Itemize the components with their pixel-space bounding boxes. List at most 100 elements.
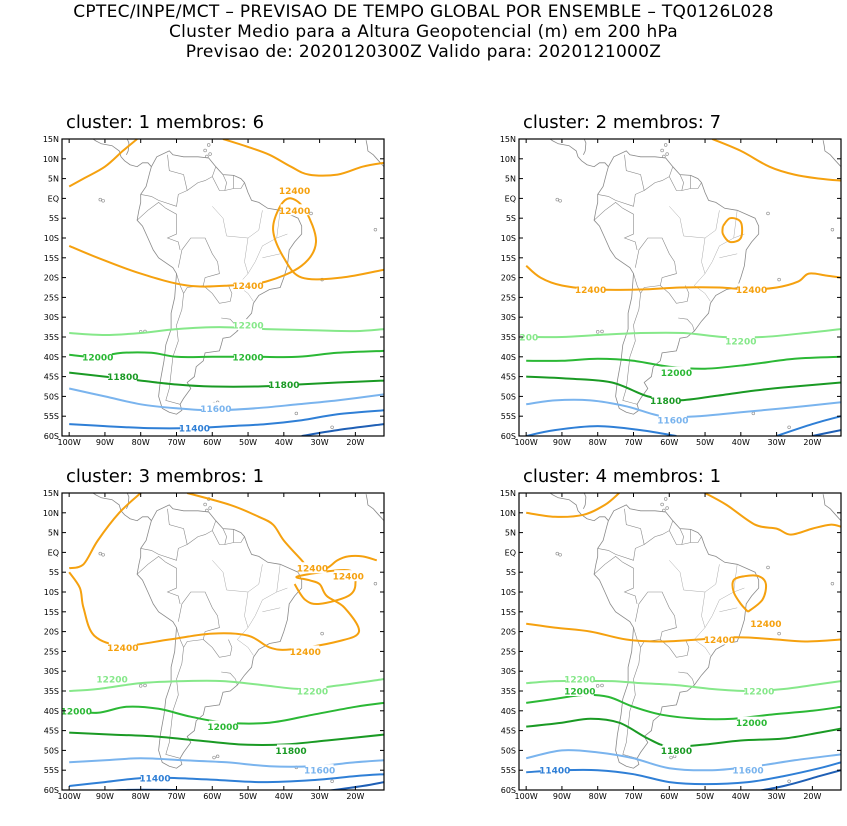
country-border xyxy=(178,591,220,648)
state-border xyxy=(701,237,706,274)
coastline-central-america xyxy=(519,493,609,522)
country-border xyxy=(222,528,227,545)
lon-label: 50W xyxy=(239,792,257,801)
island xyxy=(309,211,313,216)
contour-label-text: 11800 xyxy=(268,381,299,391)
lat-label: EQ xyxy=(48,548,59,557)
state-border xyxy=(212,206,249,239)
lat-label: 15S xyxy=(501,608,516,617)
map-frame xyxy=(61,138,385,437)
island xyxy=(101,199,105,203)
island xyxy=(294,411,299,416)
lat-label: 60S xyxy=(44,432,59,441)
lat-label: 15S xyxy=(44,608,59,617)
lat-label: 45S xyxy=(44,373,59,382)
lat-label: EQ xyxy=(505,548,516,557)
lat-label: 35S xyxy=(44,333,59,342)
contour-label: 12000 xyxy=(207,720,239,733)
island xyxy=(98,197,102,202)
contour-label: 12200 xyxy=(743,685,774,698)
contour-label: 12200 xyxy=(96,673,128,686)
contour-12400 xyxy=(222,139,384,177)
state-border xyxy=(694,639,711,656)
coastline-africa xyxy=(365,140,384,168)
lat-label: 10N xyxy=(43,155,59,164)
country-border xyxy=(635,591,677,648)
state-border xyxy=(719,607,738,613)
lat-label: 55S xyxy=(501,412,516,421)
country-border xyxy=(203,285,233,304)
contour-label-text: 12400 xyxy=(750,620,781,630)
state-border xyxy=(244,237,249,274)
contour-11200 xyxy=(326,781,384,790)
island xyxy=(405,614,408,617)
island xyxy=(663,497,668,501)
lat-label: 55S xyxy=(44,412,59,421)
lat-label: 50S xyxy=(501,746,516,755)
lat-label: 5N xyxy=(505,529,516,538)
title-line-2: Cluster Medio para a Altura Geopotencial… xyxy=(168,22,679,42)
lon-label: 20W xyxy=(803,438,821,447)
island xyxy=(143,683,147,688)
country-border xyxy=(679,174,684,191)
lon-label: 60W xyxy=(203,438,221,447)
country-border xyxy=(222,174,227,191)
coastline-caribbean xyxy=(583,139,587,155)
lon-label: 80W xyxy=(589,792,607,801)
island xyxy=(330,779,334,783)
map-layer: 12400 12400 12200 12200 12000 12000 11800 11600… xyxy=(519,493,841,790)
lat-label: 50S xyxy=(44,392,59,401)
lon-label: 40W xyxy=(732,438,750,447)
island xyxy=(777,631,781,636)
lat-label: 25S xyxy=(44,647,59,656)
contour-12200 xyxy=(69,326,384,336)
state-border xyxy=(276,587,288,593)
map-cluster-1: 12400 12400 12400 12200 12000 12000 11800 11800… xyxy=(43,135,385,447)
country-border xyxy=(165,273,184,405)
lat-label: 15N xyxy=(43,489,59,498)
contour-label-text: 12000 xyxy=(564,688,595,698)
state-border xyxy=(669,560,706,593)
island xyxy=(212,755,216,760)
contour-label: 12200 xyxy=(519,331,538,344)
contour-label: 12000 xyxy=(736,716,767,729)
lon-label: 30W xyxy=(768,438,786,447)
lat-label: 60S xyxy=(44,786,59,795)
lon-label: 60W xyxy=(660,792,678,801)
contour-12400 xyxy=(525,264,841,291)
lat-label: 50S xyxy=(501,392,516,401)
island xyxy=(830,227,835,232)
lat-label: 45S xyxy=(44,727,59,736)
contour-12400 xyxy=(68,139,138,188)
map-frame xyxy=(518,138,842,437)
country-border xyxy=(669,530,702,545)
state-border xyxy=(704,210,720,239)
map-frame xyxy=(518,492,842,791)
lat-label: 10N xyxy=(500,509,516,518)
contour-label: 12400 xyxy=(279,184,310,197)
contour-label-text: 11800 xyxy=(275,747,306,757)
lat-label: 25S xyxy=(501,647,516,656)
lon-label: 70W xyxy=(624,792,642,801)
state-border xyxy=(212,560,249,593)
island xyxy=(330,425,334,429)
island xyxy=(98,551,102,556)
lat-label: 25S xyxy=(501,293,516,302)
island xyxy=(205,154,209,159)
lon-label: 20W xyxy=(346,792,364,801)
contour-12400 xyxy=(731,574,768,613)
lat-label: 30S xyxy=(44,667,59,676)
contour-label: 11600 xyxy=(304,764,335,777)
title-line-3: Previsao de: 2020120300Z Valido para: 20… xyxy=(185,42,662,62)
contour-12400 xyxy=(186,493,378,574)
coastline-south-america xyxy=(593,150,760,415)
country-border xyxy=(187,520,217,545)
contour-label: 11800 xyxy=(268,378,299,391)
contour-label: 12400 xyxy=(297,562,328,575)
island xyxy=(669,755,673,760)
lat-label: 60S xyxy=(501,786,516,795)
contour-label-text: 11800 xyxy=(650,397,681,407)
coastline-caribbean xyxy=(126,139,130,155)
lon-label: 20W xyxy=(803,792,821,801)
lat-label: 25S xyxy=(44,293,59,302)
